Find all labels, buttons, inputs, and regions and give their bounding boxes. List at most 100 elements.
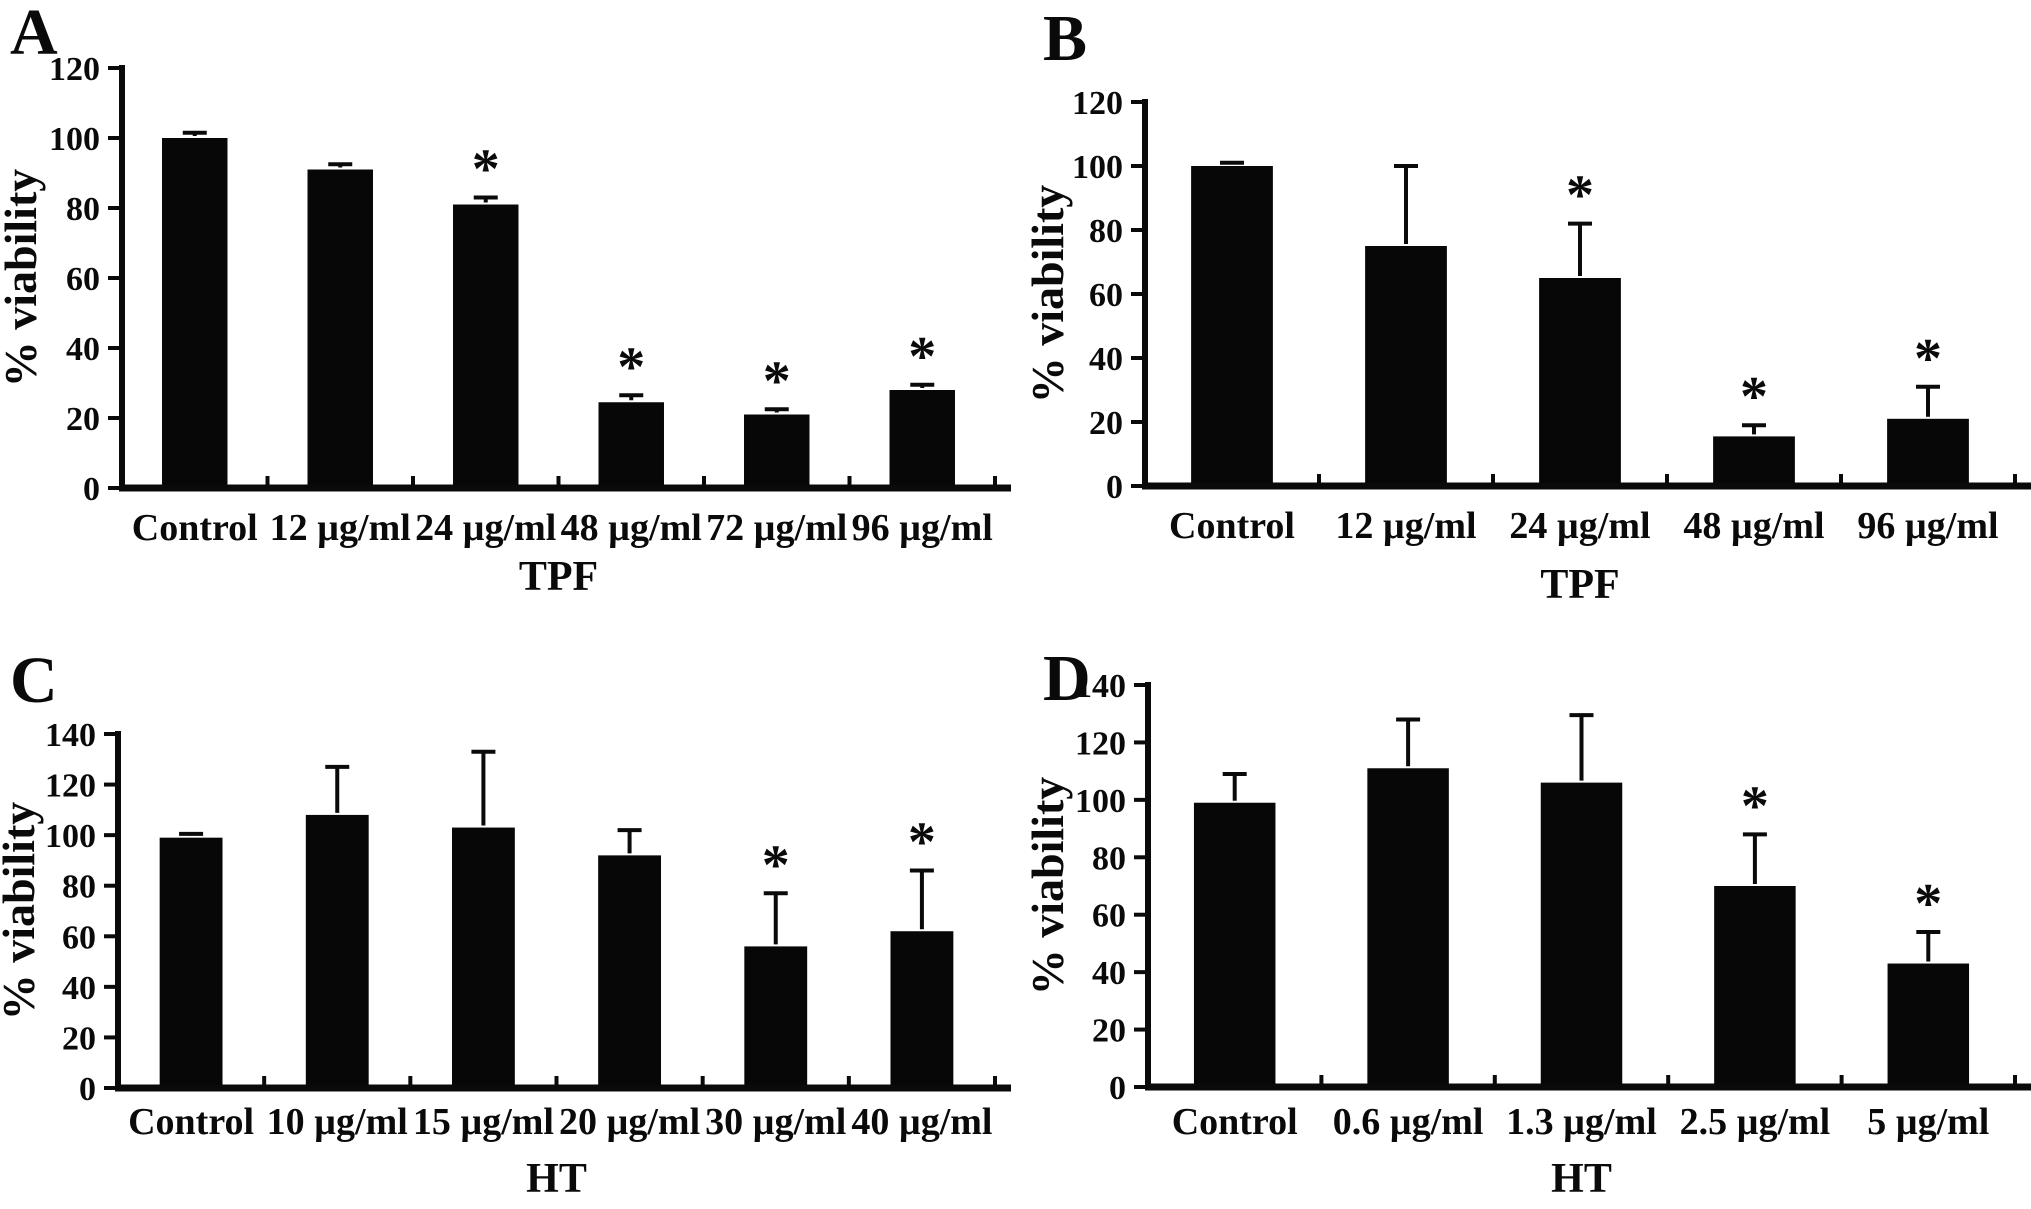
bar (890, 931, 954, 1090)
y-tick-label: 100 (49, 121, 100, 158)
y-axis-title: % viability (0, 169, 46, 388)
category-label: 1.3 µg/ml (1506, 1101, 1657, 1143)
sig-star: * (617, 336, 645, 398)
y-tick-label: 140 (1075, 668, 1126, 705)
y-axis-title: % viability (0, 802, 44, 1021)
category-label: 30 µg/ml (705, 1101, 846, 1143)
y-tick-label: 40 (62, 970, 96, 1007)
y-tick-label: 20 (66, 401, 100, 438)
y-tick-label: 20 (62, 1020, 96, 1057)
bar (1191, 166, 1273, 488)
bar (307, 169, 373, 490)
sig-star: * (908, 812, 936, 874)
y-tick-label: 120 (1075, 725, 1126, 762)
bar (1539, 278, 1621, 488)
y-tick-label: 60 (66, 261, 100, 298)
bar (1193, 802, 1276, 1089)
sig-star: * (472, 139, 500, 201)
y-tick-label: 120 (49, 51, 100, 88)
panel-letter-C: C (10, 644, 58, 717)
bar (598, 402, 664, 490)
bar (1540, 782, 1623, 1089)
category-label: 96 µg/ml (1857, 505, 1998, 547)
y-tick-label: 100 (45, 818, 96, 855)
y-tick-label: 40 (66, 331, 100, 368)
y-tick-label: 140 (45, 717, 96, 754)
y-tick-label: 80 (66, 191, 100, 228)
chart-D: 0 20 40 60 80 100 120 140 Control 0.6 µg/ml 1.3 µg… (1022, 668, 2031, 1202)
panel-A: A 0 20 40 60 80 100 120 Control 12 µg/ml * 24 µg/m… (0, 0, 1016, 605)
category-label: Control (1169, 505, 1295, 547)
y-tick-label: 100 (1075, 783, 1126, 820)
x-axis-title: HT (526, 1156, 587, 1202)
bar (1887, 963, 1970, 1089)
sig-star: * (1914, 328, 1942, 390)
panel-letter-B: B (1043, 2, 1088, 75)
y-tick-label: 0 (83, 471, 100, 508)
bar (1714, 886, 1796, 1089)
category-label: 24 µg/ml (415, 507, 556, 549)
y-tick-label: 80 (1089, 213, 1123, 250)
category-label: 48 µg/ml (561, 507, 702, 549)
bar (1713, 436, 1795, 488)
y-tick-label: 40 (1092, 955, 1126, 992)
chart-A: 0 20 40 60 80 100 120 Control 12 µg/ml * 24 µg/ml *… (0, 51, 1011, 600)
category-label: 24 µg/ml (1509, 505, 1650, 547)
category-label: 10 µg/ml (267, 1101, 408, 1143)
panel-C: C 0 20 40 60 80 100 120 140 Control 10 µg/ml 15 µg… (0, 604, 1016, 1209)
chart-C: 0 20 40 60 80 100 120 140 Control 10 µg/ml 15 µg/m… (0, 717, 1011, 1202)
y-tick-label: 40 (1089, 341, 1123, 378)
panel-letter-D: D (1043, 642, 1091, 715)
panel-D: D 0 20 40 60 80 100 120 140 Control 0.6 µg/ml 1.3 … (1015, 604, 2031, 1209)
bar (889, 390, 955, 490)
bar (1367, 768, 1449, 1089)
y-tick-label: 120 (45, 768, 96, 805)
y-tick-label: 60 (1089, 277, 1123, 314)
y-tick-label: 80 (62, 869, 96, 906)
sig-star: * (762, 834, 790, 896)
sig-star: * (1914, 873, 1942, 935)
y-axis-title: % viability (1022, 777, 1073, 996)
category-label: Control (128, 1101, 254, 1143)
x-axis-title: TPF (1540, 562, 1619, 605)
y-tick-label: 0 (1106, 469, 1123, 506)
category-label: 48 µg/ml (1683, 505, 1824, 547)
bar (159, 837, 223, 1090)
category-label: 5 µg/ml (1867, 1101, 1989, 1143)
x-axis-title: TPF (519, 554, 598, 600)
category-label: Control (132, 507, 258, 549)
y-axis-title: % viability (1022, 185, 1073, 404)
bar (1887, 418, 1969, 488)
category-label: 12 µg/ml (1335, 505, 1476, 547)
y-tick-label: 120 (1072, 85, 1123, 122)
y-tick-label: 20 (1089, 405, 1123, 442)
y-tick-label: 20 (1092, 1013, 1126, 1050)
sig-star: * (1740, 366, 1768, 428)
bar (744, 946, 808, 1090)
panel-B: B 0 20 40 60 80 100 120 Control 12 µg/ml * 24 µg/m… (1015, 0, 2031, 605)
bar (451, 827, 515, 1090)
bar (305, 814, 369, 1090)
x-axis-title: HT (1551, 1156, 1612, 1202)
category-label: 96 µg/ml (852, 507, 993, 549)
sig-star: * (908, 326, 936, 388)
sig-star: * (1566, 165, 1594, 227)
bar (453, 204, 519, 490)
category-label: 40 µg/ml (851, 1101, 992, 1143)
y-tick-label: 0 (1109, 1070, 1126, 1107)
category-label: 15 µg/ml (413, 1101, 554, 1143)
category-label: 12 µg/ml (270, 507, 411, 549)
category-label: 2.5 µg/ml (1680, 1101, 1831, 1143)
category-label: Control (1172, 1101, 1298, 1143)
y-tick-label: 60 (62, 919, 96, 956)
bar (1365, 246, 1447, 488)
y-tick-label: 60 (1092, 898, 1126, 935)
bar (598, 855, 662, 1090)
sig-star: * (763, 350, 791, 412)
panel-letter-A: A (10, 0, 58, 69)
y-tick-label: 80 (1092, 840, 1126, 877)
y-tick-label: 100 (1072, 149, 1123, 186)
sig-star: * (1741, 775, 1769, 837)
category-label: 20 µg/ml (559, 1101, 700, 1143)
